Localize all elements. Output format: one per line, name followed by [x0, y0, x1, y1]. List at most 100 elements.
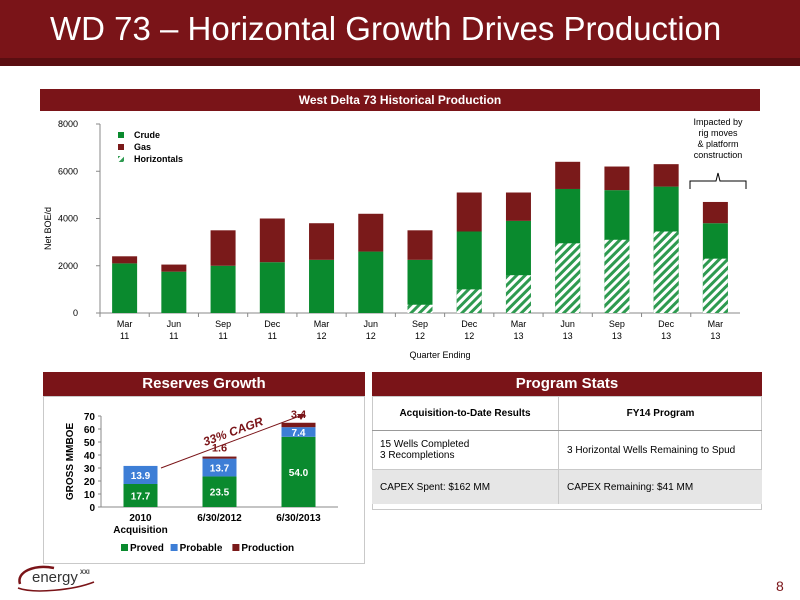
x-tick-label: 13	[513, 331, 523, 341]
cell-capex-remaining: CAPEX Remaining: $41 MM	[558, 469, 762, 504]
bar-gas	[653, 164, 679, 187]
x-tick-label: 13	[710, 331, 720, 341]
y-tick-label: 0	[73, 308, 78, 318]
bar-horizontals	[505, 275, 531, 313]
bar-probable	[202, 458, 237, 477]
y-tick-label: 8000	[58, 119, 78, 129]
x-tick-label: Acquisition	[113, 525, 167, 536]
data-label-probable: 13.9	[131, 471, 151, 482]
bar-gas	[309, 223, 335, 260]
bar-horizontals	[407, 304, 433, 313]
legend-label-probable: Probable	[180, 543, 223, 554]
bar-crude	[309, 259, 335, 313]
bar-crude	[112, 263, 138, 313]
bar-gas	[604, 166, 630, 191]
x-tick-label: 12	[317, 331, 327, 341]
production-chart-title: West Delta 73 Historical Production	[40, 89, 760, 111]
bar-crude	[407, 259, 433, 313]
x-tick-label: 12	[415, 331, 425, 341]
bar-horizontals	[456, 289, 482, 313]
legend-swatch-production	[232, 544, 240, 551]
x-tick-label: Sep	[609, 319, 625, 329]
legend-label-proved: Proved	[130, 543, 164, 554]
y-tick-label: 30	[84, 464, 96, 475]
logo-swoosh-icon: energy XXI	[17, 565, 95, 592]
y-tick-label: 4000	[58, 214, 78, 224]
program-stats-table: Acquisition-to-Date Results FY14 Program…	[372, 396, 762, 504]
bar-gas	[259, 218, 285, 263]
title-shadow	[0, 58, 800, 66]
x-tick-label: Jun	[364, 319, 379, 329]
bar-gas	[161, 264, 187, 272]
production-chart: 0 2000 4000 6000 8000 Mar 11 Jun 11 Sep 11 Dec 11 Mar…	[43, 117, 747, 360]
x-tick-label: 11	[218, 331, 227, 341]
bar-proved	[281, 436, 316, 507]
x-axis-title: Quarter Ending	[409, 350, 470, 360]
y-tick-label: 6000	[58, 166, 78, 176]
x-tick-label: Jun	[167, 319, 182, 329]
bar-production	[281, 422, 316, 428]
legend-swatch-probable	[170, 544, 178, 551]
x-tick-label: 13	[563, 331, 573, 341]
header-fy14: FY14 Program	[558, 396, 762, 431]
x-tick-label: 13	[661, 331, 671, 341]
cell-wells-completed: 15 Wells Completed 3 Recompletions	[372, 430, 559, 470]
x-tick-label: 2010	[129, 513, 152, 524]
reserves-growth-title: Reserves Growth	[43, 372, 365, 396]
annotation-text: Impacted by	[693, 117, 743, 127]
header-acquisition: Acquisition-to-Date Results	[372, 396, 559, 431]
x-tick-label: 6/30/2013	[276, 513, 321, 524]
legend-swatch-horizontals	[118, 156, 124, 162]
data-label-proved: 54.0	[289, 468, 309, 479]
x-tick-label: 11	[268, 331, 277, 341]
x-tick-label: 11	[169, 331, 178, 341]
bar-gas	[358, 213, 384, 252]
cagr-label: 33% CAGR	[201, 414, 265, 449]
legend-label-gas: Gas	[134, 142, 151, 152]
bar-horizontals	[653, 231, 679, 313]
legend-label-crude: Crude	[134, 130, 160, 140]
x-tick-label: Sep	[215, 319, 231, 329]
bar-gas	[505, 192, 531, 221]
reserves-chart: 0 10 20 30 40 50 60 70 GROSS MMBOE 17.7 13.9 2010Ac…	[65, 409, 338, 554]
cagr-arrow-line	[160, 413, 306, 469]
data-label-probable: 13.7	[210, 464, 230, 475]
table-header-row: Acquisition-to-Date Results FY14 Program	[372, 396, 762, 431]
data-label-proved: 17.7	[131, 491, 151, 502]
x-tick-label: 12	[366, 331, 376, 341]
bar-horizontals	[555, 243, 581, 313]
bar-crude	[358, 251, 384, 313]
y-tick-label: 10	[84, 490, 96, 501]
x-tick-label: Dec	[264, 319, 281, 329]
legend-swatch-crude	[118, 132, 124, 138]
y-tick-label: 2000	[58, 261, 78, 271]
bar-probable	[281, 427, 316, 437]
annotation-bracket	[689, 172, 747, 189]
bar-horizontals	[604, 239, 630, 313]
bar-crude	[259, 262, 285, 313]
title-bar: WD 73 – Horizontal Growth Drives Product…	[0, 0, 800, 66]
cell-horizontal-wells: 3 Horizontal Wells Remaining to Spud	[558, 430, 762, 470]
logo-text: energy	[32, 569, 78, 586]
y-tick-label: 20	[84, 477, 96, 488]
x-tick-label: 11	[120, 331, 129, 341]
y-tick-label: 0	[89, 503, 95, 514]
legend-swatch-gas	[118, 144, 124, 150]
annotation-text: rig moves	[698, 128, 738, 138]
y-tick-label: 60	[84, 425, 96, 436]
bar-gas	[407, 230, 433, 260]
bar-proved	[123, 483, 158, 507]
bar-gas	[702, 201, 728, 224]
bar-horizontals	[702, 258, 728, 313]
page-number: 8	[776, 578, 784, 594]
table-row: 15 Wells Completed 3 Recompletions 3 Hor…	[372, 430, 762, 470]
cell-capex-spent: CAPEX Spent: $162 MM	[372, 469, 559, 504]
annotation-text: & platform	[697, 139, 738, 149]
bar-crude	[161, 271, 187, 313]
y-tick-label: 70	[84, 412, 96, 423]
y-axis-title: GROSS MMBOE	[65, 423, 76, 501]
slide-title: WD 73 – Horizontal Growth Drives Product…	[50, 10, 722, 47]
x-tick-label: Sep	[412, 319, 428, 329]
data-label-proved: 23.5	[210, 488, 230, 499]
x-tick-label: 12	[464, 331, 474, 341]
